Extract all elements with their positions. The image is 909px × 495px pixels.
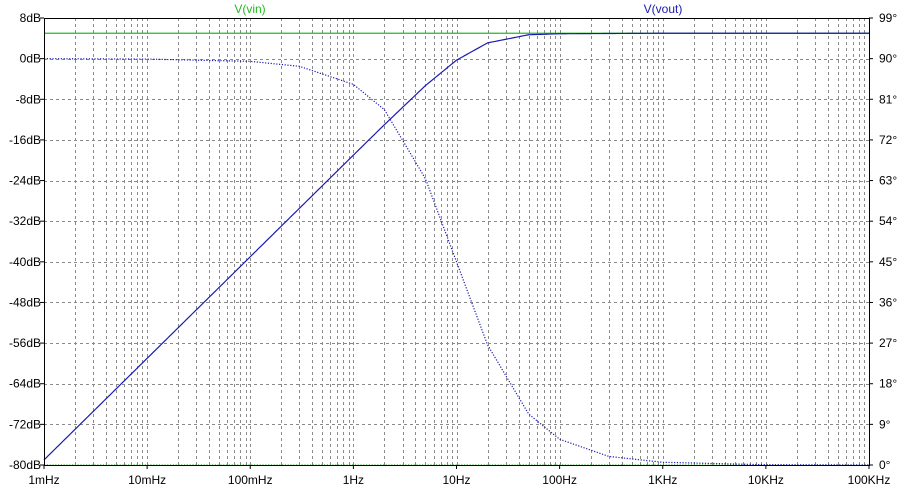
series-vout-magnitude <box>43 32 869 461</box>
y-right-tick-label: 90° <box>879 52 897 66</box>
x-tick-label: 10Hz <box>442 473 470 487</box>
series-vout-phase <box>43 58 870 466</box>
y-left-tick-label: -72dB <box>9 417 41 431</box>
y-left-tick-label: -16dB <box>9 133 41 147</box>
y-left-tick-label: -40dB <box>9 255 41 269</box>
y-left-tick-label: -8dB <box>16 92 41 106</box>
y-right-tick-label: 45° <box>879 255 897 269</box>
y-right-tick-label: 27° <box>879 336 897 350</box>
y-right-tick-label: 36° <box>879 295 897 309</box>
x-tick-label: 1Hz <box>343 473 364 487</box>
y-right-tick-label: 9° <box>879 417 891 431</box>
legend-label-vout: V(vout) <box>644 2 683 16</box>
y-right-tick-label: 63° <box>879 174 897 188</box>
y-right-tick-label: 18° <box>879 377 897 391</box>
x-tick-label: 10mHz <box>128 473 166 487</box>
y-left-tick-label: -32dB <box>9 214 41 228</box>
y-left-tick-label: -64dB <box>9 377 41 391</box>
y-right-tick-label: 54° <box>879 214 897 228</box>
y-left-tick-label: -48dB <box>9 295 41 309</box>
x-tick-label: 10KHz <box>748 473 784 487</box>
x-tick-label: 100KHz <box>848 473 891 487</box>
x-tick-label: 1KHz <box>648 473 677 487</box>
x-tick-label: 100Hz <box>542 473 577 487</box>
y-left-tick-label: -24dB <box>9 174 41 188</box>
x-tick-label: 100mHz <box>228 473 273 487</box>
grid-layer <box>44 18 870 466</box>
y-left-tick-label: -56dB <box>9 336 41 350</box>
y-left-tick-label: -80dB <box>9 458 41 472</box>
y-left-tick-label: 0dB <box>20 52 41 66</box>
x-tick-label: 1mHz <box>28 473 59 487</box>
y-right-tick-label: 0° <box>879 458 891 472</box>
y-right-tick-label: 72° <box>879 133 897 147</box>
y-right-tick-label: 81° <box>879 92 897 106</box>
tick-layer: 1mHz 10mHz 100mHz 1Hz 10Hz 100Hz 1KHz 10KHz 100K… <box>9 11 897 487</box>
curve-layer <box>43 32 870 466</box>
y-left-tick-label: 8dB <box>20 11 41 25</box>
legend-label-vin: V(vin) <box>234 2 265 16</box>
y-right-tick-label: 99° <box>879 11 897 25</box>
